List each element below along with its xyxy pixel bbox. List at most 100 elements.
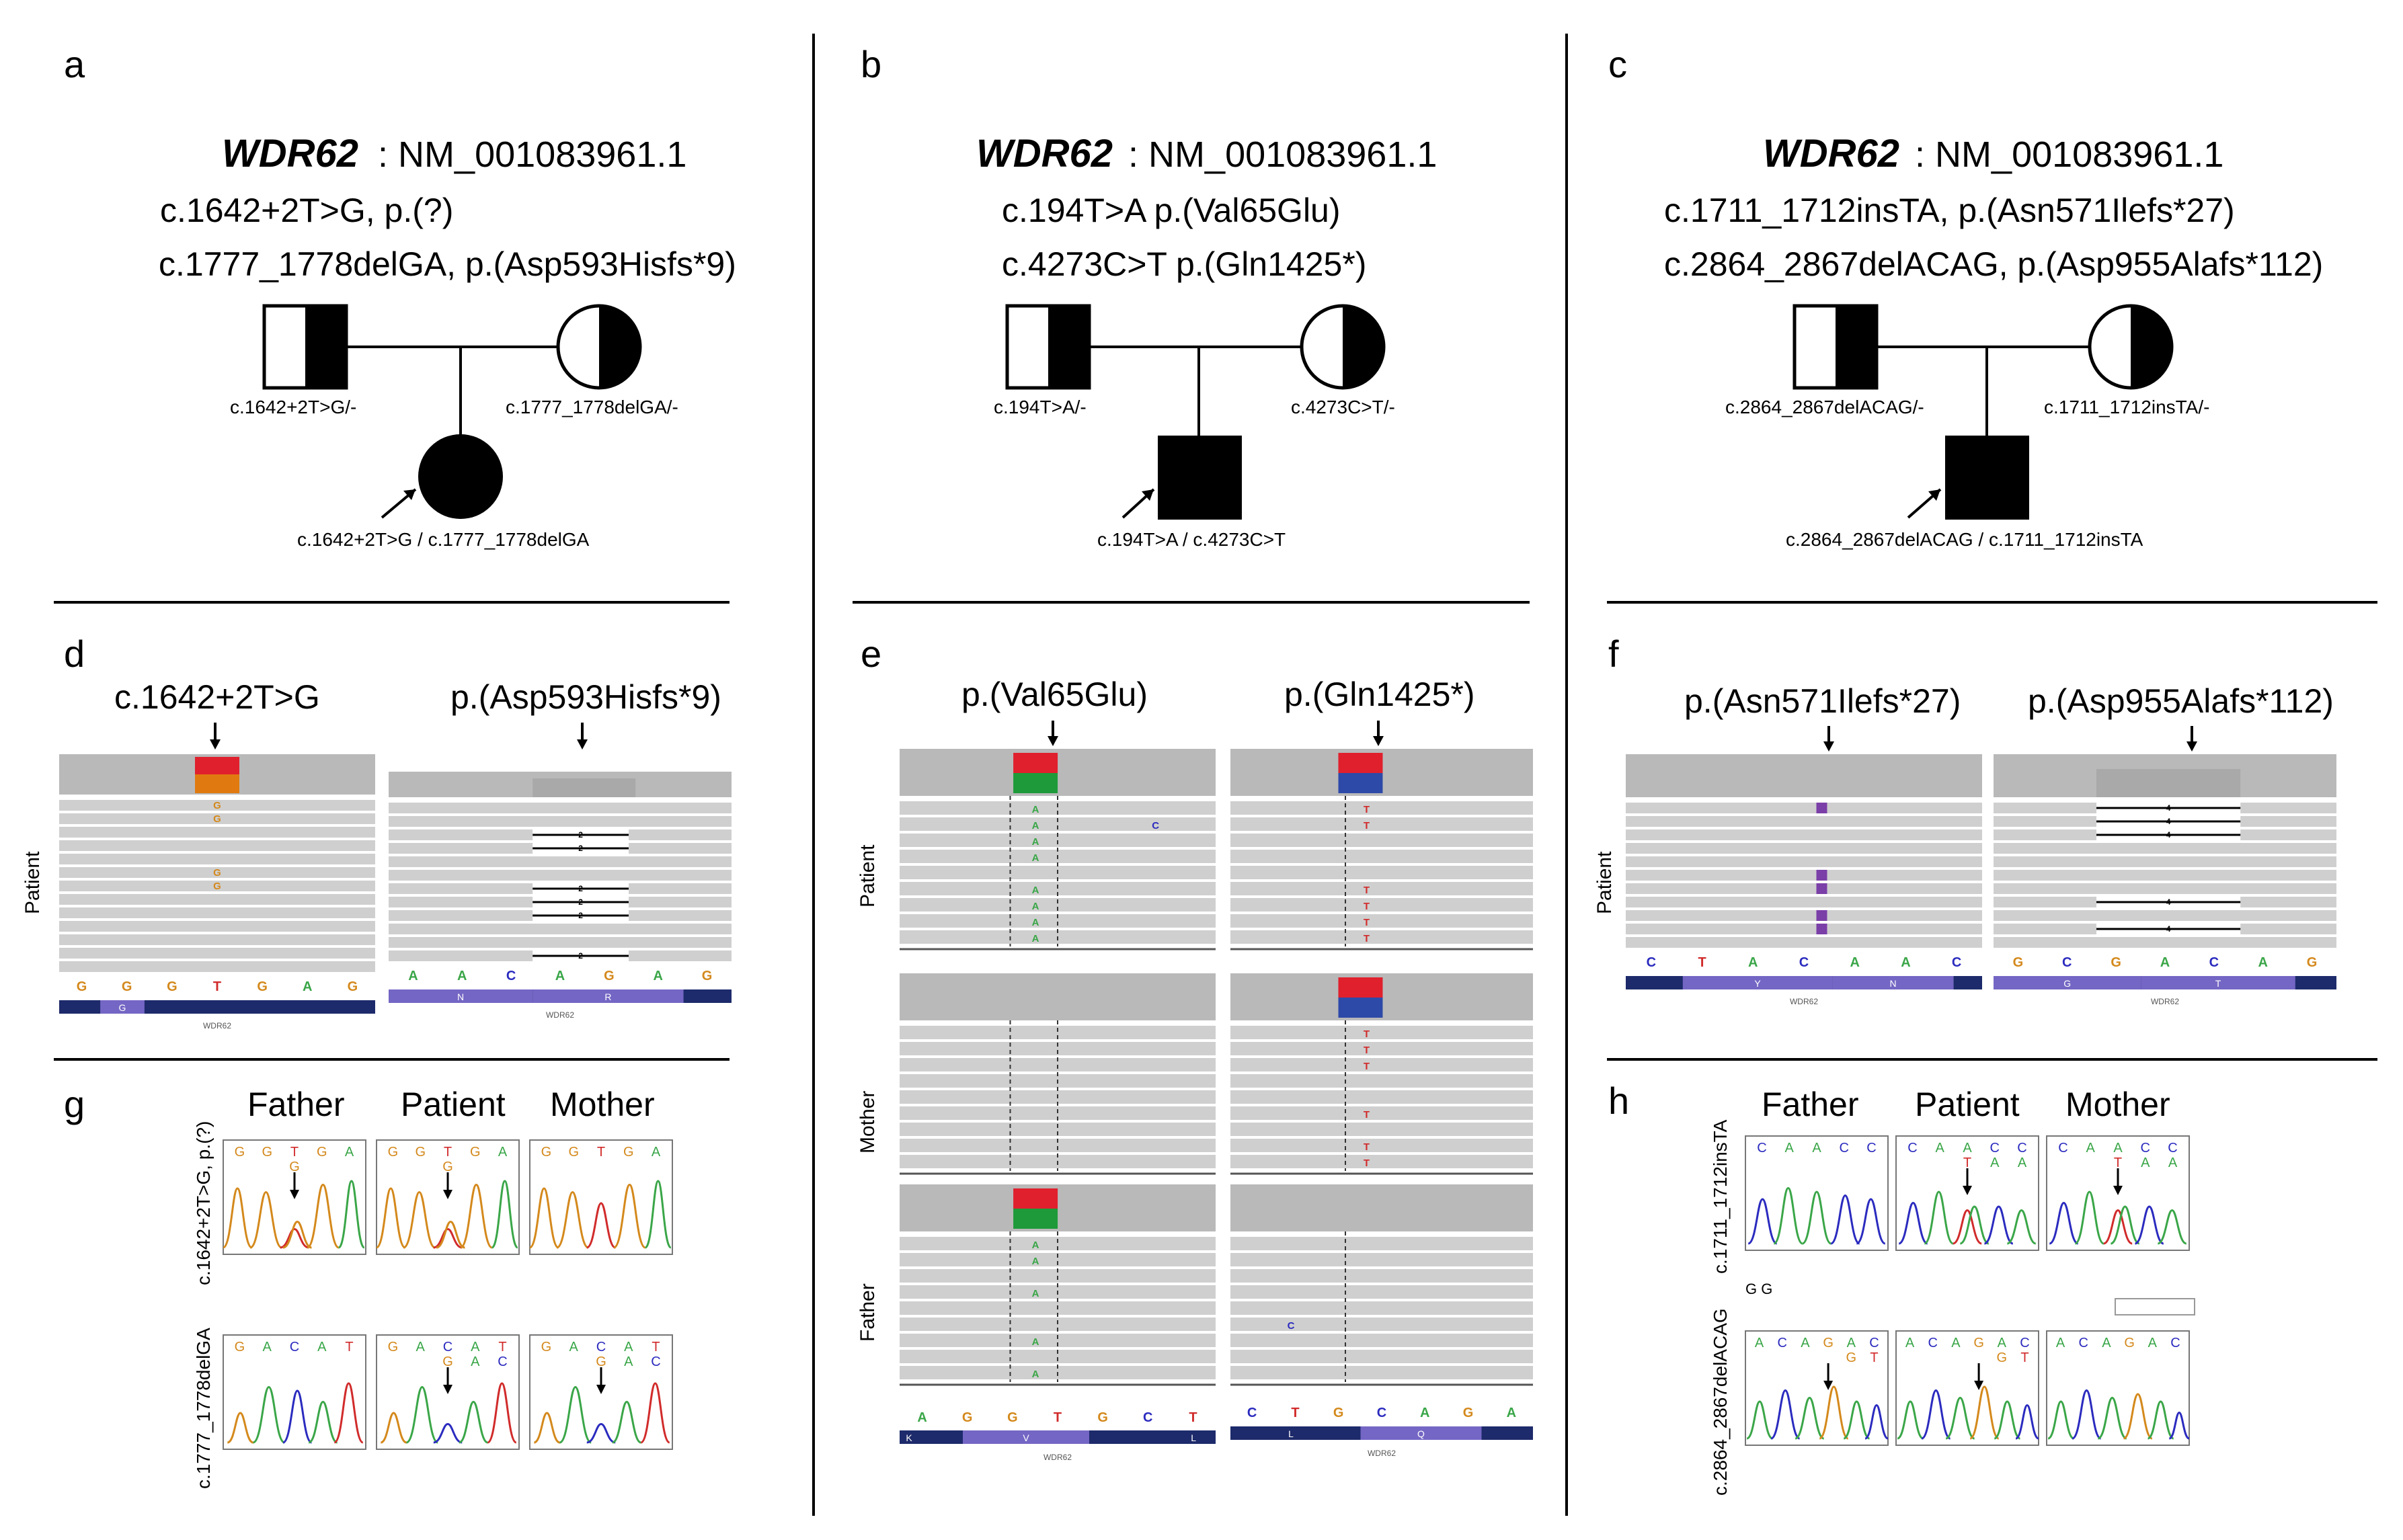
coverage-segment [2096, 769, 2241, 797]
trace-base: A [2102, 1336, 2111, 1350]
trace-base: C [2168, 1141, 2177, 1156]
trace-peak [1801, 1190, 1832, 1245]
deletion-size: 2 [578, 830, 583, 840]
trace-peak [249, 1190, 282, 1249]
deletion-size: 2 [578, 951, 583, 961]
read [1626, 816, 1982, 827]
trace-base: T [444, 1145, 452, 1160]
deletion-size: 4 [2166, 817, 2171, 826]
base-mismatch: T [1364, 1061, 1370, 1072]
read [900, 1026, 1216, 1039]
trace-alt-base: T [2020, 1350, 2028, 1365]
trace-base: G [388, 1145, 399, 1160]
sequence-base: G [2111, 955, 2121, 970]
trace-alt-base: G [1846, 1350, 1857, 1365]
sequence-base: G [257, 979, 268, 994]
base-mismatch: A [1032, 852, 1039, 864]
trace-alt-base: T [1963, 1156, 1971, 1170]
igv-title-2: p.(Gln1425*) [1284, 676, 1475, 713]
read [900, 1334, 1216, 1347]
trace-peak [2015, 1404, 2039, 1440]
trace-peak [2147, 1400, 2174, 1440]
sequence-base: C [1143, 1410, 1152, 1425]
trace-base: A [569, 1340, 579, 1354]
sequence-base: G [1463, 1406, 1474, 1420]
trace-base: G [235, 1145, 245, 1160]
read [1230, 1301, 1533, 1315]
amino-acid-label: G [2063, 978, 2071, 989]
trace-base: G [1823, 1336, 1834, 1350]
read [1626, 803, 1982, 813]
gene-header: WDR62 : NM_001083961.1 [1763, 132, 2223, 175]
deletion-size: 2 [578, 911, 583, 920]
read [900, 914, 1216, 928]
sequence-base: G [962, 1410, 973, 1425]
amino-acid-block [2141, 976, 2295, 989]
arrow-head [1823, 1381, 1834, 1390]
trace-base: C [290, 1340, 299, 1354]
trace-peak [376, 1187, 406, 1249]
gene-label: WDR62 [1043, 1453, 1072, 1462]
panel-d: d c.1642+2T>G p.(Asp593Hisfs*9) Patient … [22, 633, 732, 1030]
trace-base: T [597, 1145, 605, 1160]
trace-peak [1924, 1190, 1954, 1245]
base-mismatch: T [1364, 1109, 1370, 1121]
trace-peak [1795, 1396, 1825, 1440]
arrow-head [443, 1190, 452, 1199]
trace-peak [1773, 1186, 1803, 1245]
insertion-marker [1816, 924, 1827, 934]
amino-acid-block [1832, 976, 1954, 989]
variant-allele-bar [1013, 1209, 1058, 1229]
trace-base: C [1840, 1141, 1849, 1156]
insertion-marker [1816, 803, 1827, 813]
variant-allele-bar [1338, 753, 1383, 773]
sequence-base: G [167, 979, 178, 994]
trace-alt-base: C [498, 1354, 507, 1369]
read [1230, 1237, 1533, 1250]
trace-peak [640, 1382, 670, 1444]
panel-a: a WDR62 : NM_001083961.1 c.1642+2T>G, p.… [64, 43, 736, 550]
sequence-base: A [457, 969, 467, 983]
read [1230, 866, 1533, 879]
trace-base: T [652, 1340, 660, 1354]
trace-peak [333, 1382, 364, 1444]
trace-alt-base: G [596, 1354, 606, 1369]
trace-peak [487, 1382, 517, 1444]
panel-letter: g [64, 1083, 85, 1125]
sequence-base: A [653, 969, 662, 983]
trace-base: G [235, 1340, 245, 1354]
read [1230, 1139, 1533, 1152]
read [1230, 1318, 1533, 1331]
read [59, 881, 375, 891]
read [900, 898, 1216, 911]
deletion-size: 2 [578, 844, 583, 853]
arrow-head [2113, 1186, 2123, 1195]
father-genotype: c.1642+2T>G/- [230, 397, 356, 417]
sequence-base: G [2013, 955, 2024, 970]
trace-base: C [1907, 1141, 1917, 1156]
chromatogram-grid: C A A C C C A A C CT A AC A A C CT A AA C A G A CG TA C A G A CG TA C A… [1745, 1135, 2190, 1446]
read [1230, 882, 1533, 895]
amino-acid-label: Q [1417, 1428, 1425, 1439]
read [1626, 910, 1982, 921]
trace-base: A [1936, 1141, 1945, 1156]
read [389, 803, 732, 813]
column-patient: Patient [1915, 1086, 2020, 1123]
read [1230, 930, 1533, 944]
trace-base: G [623, 1145, 634, 1160]
trace-peak [1921, 1389, 1951, 1440]
trace-peak [1830, 1194, 1860, 1245]
row-label-2: c.2864_2867delACAG [1710, 1308, 1731, 1496]
sequence-base: C [2062, 955, 2072, 970]
read [1230, 801, 1533, 815]
trace-base: A [345, 1145, 354, 1160]
trace-base: A [1951, 1336, 1961, 1350]
chromatogram-box [2046, 1330, 2190, 1446]
trace-peak [1897, 1400, 1924, 1440]
igv-title-2: p.(Asp955Alafs*112) [2028, 682, 2334, 720]
trace-base: G [388, 1340, 399, 1354]
read [389, 856, 732, 867]
read [1230, 1285, 1533, 1299]
gene-name: WDR62 [222, 132, 358, 175]
